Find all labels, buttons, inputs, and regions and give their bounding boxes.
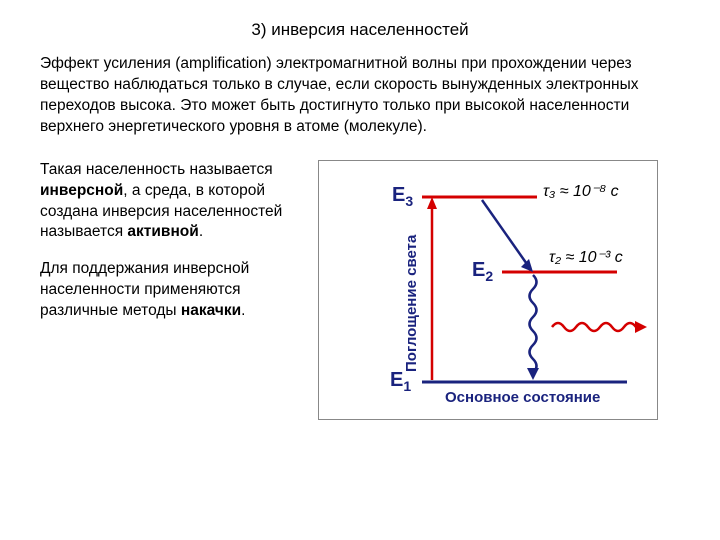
para-pumping: Для поддержания инверсной населенности п…: [40, 259, 300, 322]
label-e2: E2: [472, 259, 493, 284]
para-inversion: Такая населенность называется инверсной,…: [40, 160, 300, 244]
emission-arrow-head: [635, 321, 647, 333]
decay-e3-e2-head: [521, 259, 533, 272]
label-e1: E1: [390, 369, 411, 394]
energy-diagram: E3 E2 E1 τ₃ ≈ 10⁻⁸ c τ₂ ≈ 10⁻³ c Поглоще…: [318, 160, 658, 420]
tau2-label: τ₂ ≈ 10⁻³ c: [549, 247, 623, 267]
ground-state-label: Основное состояние: [445, 389, 600, 406]
intro-paragraph: Эффект усиления (amplification) электром…: [40, 54, 680, 138]
left-text-column: Такая населенность называется инверсной,…: [40, 160, 300, 420]
emission-wave: [552, 323, 636, 331]
lower-section: Такая населенность называется инверсной,…: [40, 160, 680, 420]
label-e3: E3: [392, 184, 413, 209]
decay-e3-e2-line: [482, 200, 529, 267]
page-title: 3) инверсия населенностей: [40, 20, 680, 40]
pump-label: Поглощение света: [403, 217, 420, 372]
pump-arrow-head: [427, 197, 437, 209]
decay-e2-e1-wave: [530, 275, 537, 373]
tau3-label: τ₃ ≈ 10⁻⁸ c: [543, 181, 619, 201]
diagram-svg: [327, 167, 651, 415]
decay-e2-e1-head: [527, 368, 539, 380]
